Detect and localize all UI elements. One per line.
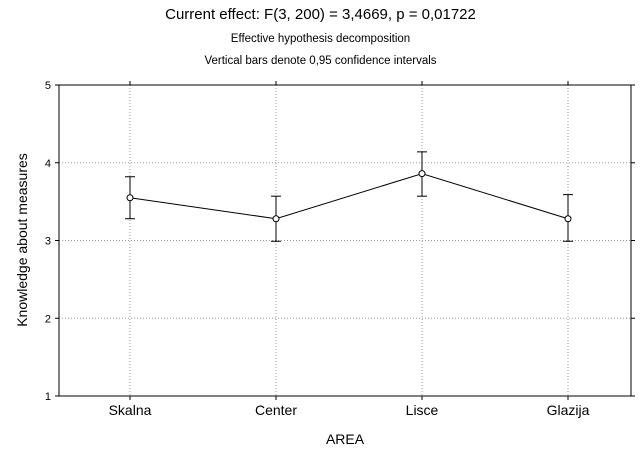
y-tick-label: 2 bbox=[45, 313, 51, 325]
x-tick-label: Glazija bbox=[547, 402, 590, 418]
data-point bbox=[272, 215, 280, 223]
chart-subtitle-decomposition: Effective hypothesis decomposition bbox=[230, 33, 411, 45]
y-tick-label: 3 bbox=[45, 236, 51, 248]
chart-title: Current effect: F(3, 200) = 3,4669, p = … bbox=[165, 6, 476, 23]
grid-lines bbox=[59, 85, 631, 396]
x-tick-label: Lisce bbox=[406, 402, 439, 418]
x-axis-label: AREA bbox=[326, 431, 365, 447]
y-axis-label: Knowledge about measures bbox=[14, 153, 30, 327]
x-tick-label: Center bbox=[255, 402, 297, 418]
data-point bbox=[418, 170, 426, 178]
series-line bbox=[129, 173, 569, 220]
chart-subtitle-confidence: Vertical bars denote 0,95 confidence int… bbox=[204, 55, 437, 67]
data-series bbox=[125, 151, 573, 242]
y-axis: 1 2 3 4 5 bbox=[45, 80, 635, 403]
x-axis: Skalna Center Lisce Glazija bbox=[109, 81, 590, 418]
y-tick-label: 1 bbox=[45, 391, 51, 403]
data-point bbox=[126, 194, 134, 202]
x-tick-label: Skalna bbox=[109, 402, 152, 418]
y-tick-label: 4 bbox=[45, 158, 51, 170]
y-tick-label: 5 bbox=[45, 80, 51, 92]
data-point bbox=[564, 215, 572, 223]
